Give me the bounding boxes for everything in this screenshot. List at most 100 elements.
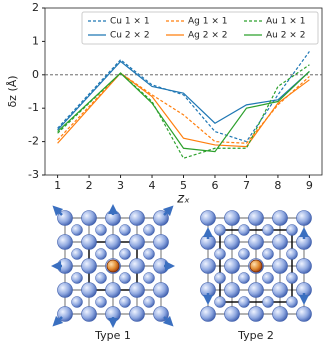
atom (105, 282, 121, 298)
atom (81, 210, 97, 226)
atom-small (238, 248, 250, 260)
atom-small (262, 296, 274, 308)
atom-small (71, 248, 83, 260)
atom-small (71, 224, 83, 236)
legend-label: Au 1 × 1 (266, 17, 305, 27)
atom-small (214, 272, 226, 284)
x-axis-label: zₓ (176, 192, 190, 207)
atom (81, 258, 97, 274)
atom (129, 306, 145, 322)
atom-small (119, 224, 131, 236)
diagrams (51, 204, 312, 328)
atom-small (238, 272, 250, 284)
x-tick-label: 6 (211, 179, 218, 192)
atom-small (95, 272, 107, 284)
x-tick-label: 7 (243, 179, 250, 192)
x-tick-label: 9 (306, 179, 313, 192)
atom (153, 282, 169, 298)
atom (296, 258, 312, 274)
atom (272, 306, 288, 322)
atom (129, 258, 145, 274)
series-line (57, 71, 310, 153)
legend-label: Cu 1 × 1 (110, 17, 150, 27)
atom (57, 282, 73, 298)
x-tick-label: 8 (274, 179, 281, 192)
atom-small (214, 224, 226, 236)
atom (153, 234, 169, 250)
x-tick-label: 4 (149, 179, 156, 192)
series-line (57, 72, 310, 148)
unit-cell (219, 229, 293, 303)
atom-small (143, 272, 155, 284)
atom (200, 258, 216, 274)
atom (81, 306, 97, 322)
atom (105, 234, 121, 250)
atom (224, 258, 240, 274)
legend-label: Au 2 × 2 (266, 31, 305, 41)
atom (81, 282, 97, 298)
series-line (57, 64, 310, 160)
atom (248, 306, 264, 322)
atom-small (119, 296, 131, 308)
y-axis-label: δz (Å) (6, 75, 19, 107)
atom (272, 210, 288, 226)
atom (224, 282, 240, 298)
atom-small (238, 296, 250, 308)
atom-small (143, 248, 155, 260)
atom (129, 210, 145, 226)
atom-small (143, 224, 155, 236)
atom (272, 258, 288, 274)
atom-small (71, 296, 83, 308)
y-tick-label: 0 (32, 68, 39, 81)
y-tick-label: -1 (28, 101, 39, 114)
y-tick-label: 1 (32, 34, 39, 47)
atom (224, 306, 240, 322)
atom (248, 210, 264, 226)
atom (200, 306, 216, 322)
relax-arrow (162, 315, 174, 327)
atom (296, 210, 312, 226)
legend-label: Ag 1 × 1 (188, 17, 227, 27)
series-line (57, 51, 310, 143)
atom-small (262, 272, 274, 284)
series-line (57, 72, 310, 144)
legend-frame (81, 11, 319, 45)
legend: Cu 1 × 1 Cu 2 × 2 Ag 1 × 1 Ag 2 × 2 Au 1 × 1… (81, 11, 319, 45)
atom (57, 234, 73, 250)
atom-small (119, 248, 131, 260)
atom (224, 210, 240, 226)
relax-arrow (162, 205, 174, 217)
atom-small (143, 296, 155, 308)
legend-label: Cu 2 × 2 (110, 31, 150, 41)
x-tick-label: 2 (86, 179, 93, 192)
series-line (57, 60, 310, 131)
x-tick-label: 5 (180, 179, 187, 192)
x-tick-label: 1 (54, 179, 61, 192)
y-tick-label: -2 (28, 135, 39, 148)
atom-small (119, 272, 131, 284)
relax-arrow (52, 205, 64, 217)
atom (200, 210, 216, 226)
x-tick-label: 3 (117, 179, 124, 192)
atom-small (238, 224, 250, 236)
atom (272, 234, 288, 250)
atom-small (286, 224, 298, 236)
y-tick-label: 2 (32, 1, 39, 14)
atom-small (214, 296, 226, 308)
atom-small (95, 296, 107, 308)
atom (272, 282, 288, 298)
panel-label: Type 2 (237, 329, 274, 342)
atom-small (262, 248, 274, 260)
atom-small (286, 248, 298, 260)
legend-label: Ag 2 × 2 (188, 31, 227, 41)
atom (129, 234, 145, 250)
atom-small (95, 224, 107, 236)
atom (129, 282, 145, 298)
atom-small (95, 248, 107, 260)
atom (296, 306, 312, 322)
atom-small (286, 272, 298, 284)
panel-label: Type 1 (94, 329, 131, 342)
atom-small (71, 272, 83, 284)
adatom (106, 259, 120, 273)
